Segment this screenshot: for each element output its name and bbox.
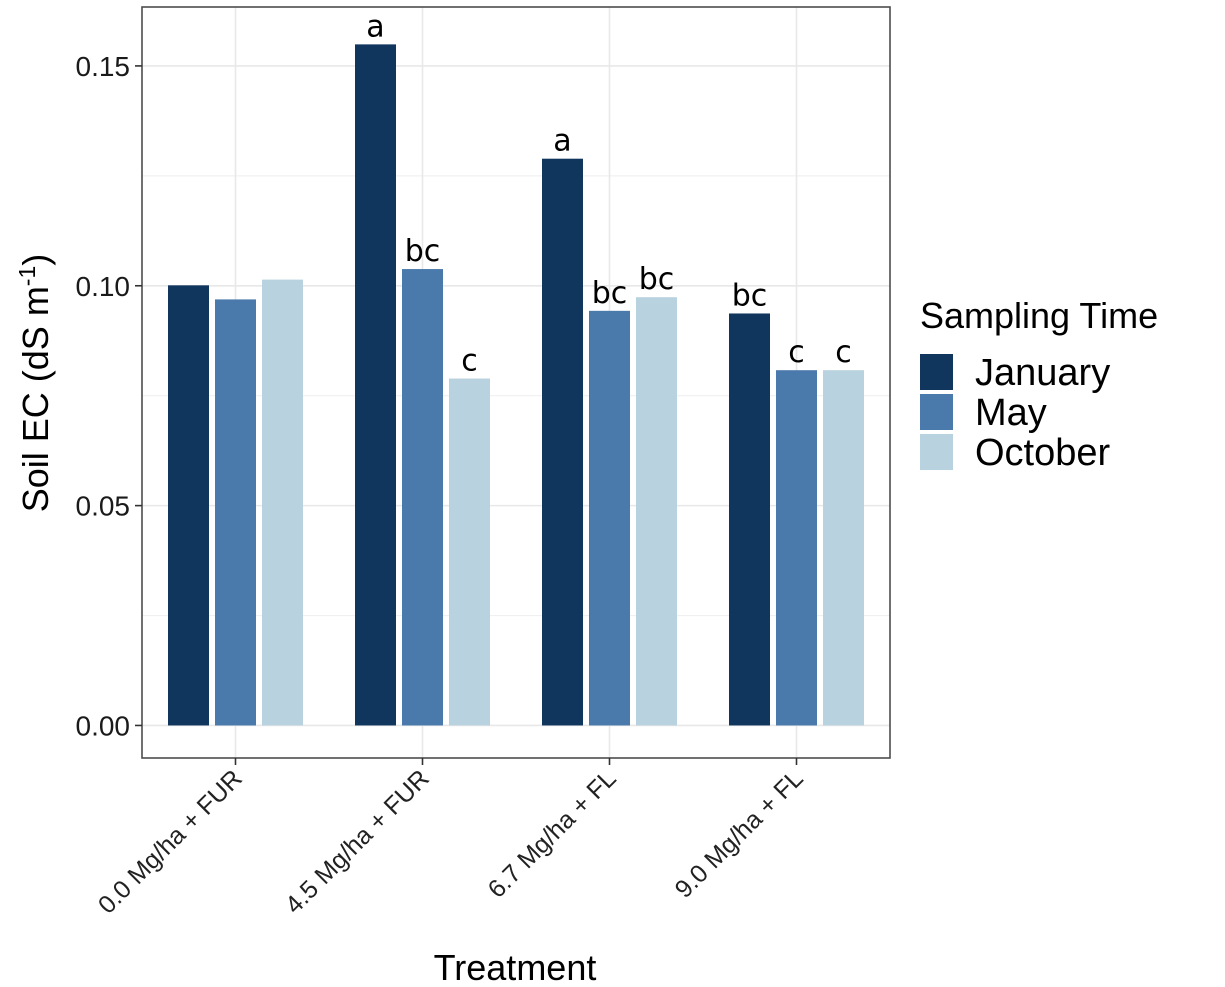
bar-october-2 bbox=[449, 378, 490, 726]
bars bbox=[168, 44, 864, 726]
x-tick-label: 6.7 Mg/ha + FL bbox=[483, 764, 622, 903]
bar-october-3 bbox=[636, 297, 677, 726]
significance-label: bc bbox=[639, 262, 675, 297]
y-axis-title-close: ) bbox=[15, 254, 56, 266]
bar-october-4 bbox=[823, 370, 864, 726]
y-axis: 0.00 0.05 0.10 0.15 bbox=[76, 51, 142, 741]
x-tick-label: 4.5 Mg/ha + FUR bbox=[280, 764, 435, 919]
plot-border bbox=[141, 6, 891, 759]
significance-label: bc bbox=[405, 234, 441, 269]
x-axis-title: Treatment bbox=[434, 947, 597, 987]
y-tick-label: 0.15 bbox=[76, 51, 131, 82]
significance-label: c bbox=[835, 335, 852, 370]
legend-swatch-october bbox=[920, 434, 953, 470]
bar-october-1 bbox=[262, 279, 303, 726]
y-axis-title-superscript: -1 bbox=[14, 266, 40, 286]
legend-swatch-may bbox=[920, 394, 953, 430]
y-axis-title-main: Soil EC (dS m bbox=[15, 286, 56, 512]
significance-label: bc bbox=[592, 276, 628, 311]
significance-label: a bbox=[366, 9, 384, 44]
significance-label: bc bbox=[732, 278, 768, 313]
legend-label-may: May bbox=[975, 392, 1047, 434]
significance-label: a bbox=[553, 124, 571, 159]
y-tick-label: 0.05 bbox=[76, 491, 131, 522]
legend-label-january: January bbox=[975, 352, 1110, 394]
significance-label: c bbox=[788, 335, 805, 370]
legend-title: Sampling Time bbox=[920, 295, 1158, 336]
y-axis-title: Soil EC (dS m-1) bbox=[14, 254, 56, 513]
x-tick-label: 0.0 Mg/ha + FUR bbox=[93, 764, 248, 919]
bar-january-2 bbox=[355, 44, 396, 726]
bar-may-3 bbox=[589, 310, 630, 726]
bar-january-3 bbox=[542, 158, 583, 726]
legend-swatch-january bbox=[920, 354, 953, 390]
significance-label: c bbox=[461, 344, 478, 379]
x-tick-label: 9.0 Mg/ha + FL bbox=[670, 764, 809, 903]
bar-january-4 bbox=[729, 313, 770, 726]
bar-may-2 bbox=[402, 269, 443, 726]
y-tick-label: 0.00 bbox=[76, 710, 131, 741]
x-axis: 0.0 Mg/ha + FUR 4.5 Mg/ha + FUR 6.7 Mg/ha … bbox=[93, 758, 809, 919]
legend-label-october: October bbox=[975, 432, 1111, 474]
bar-may-1 bbox=[215, 299, 256, 726]
bar-january-1 bbox=[168, 285, 209, 726]
bar-may-4 bbox=[776, 370, 817, 726]
y-tick-label: 0.10 bbox=[76, 271, 131, 302]
